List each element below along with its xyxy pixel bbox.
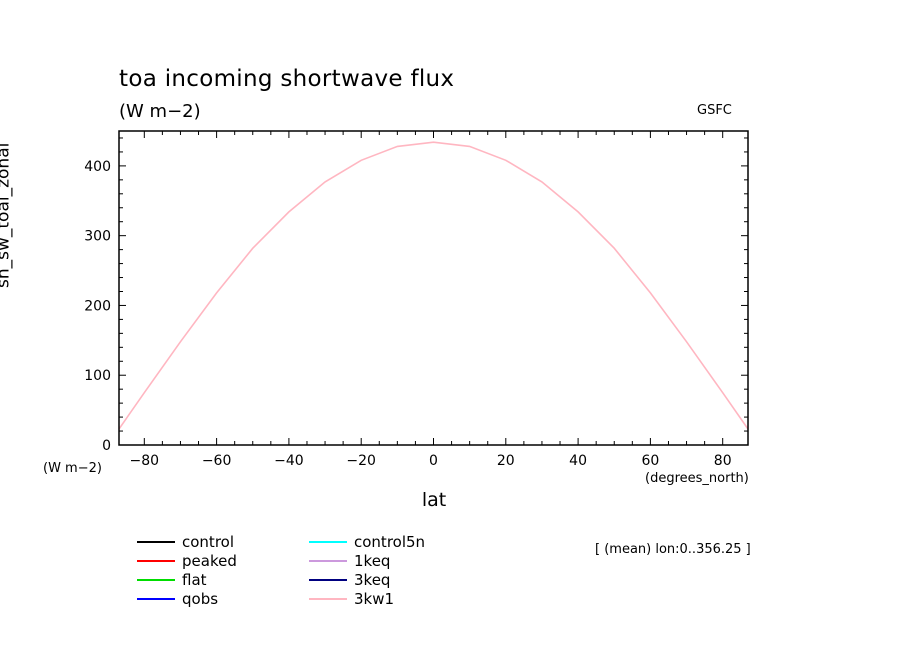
legend-label: 3keq [354, 571, 391, 589]
legend-item-peaked: peaked [137, 552, 237, 570]
x-tick-label: −20 [346, 453, 376, 469]
x-axis-label: lat [421, 489, 447, 511]
mean-annotation: [ (mean) lon:0..356.25 ] [595, 542, 751, 557]
legend-label: peaked [182, 552, 237, 570]
legend-swatch [137, 579, 175, 581]
legend-swatch [309, 598, 347, 600]
legend-item-control: control [137, 533, 234, 551]
legend-label: control [182, 533, 234, 551]
legend-swatch [309, 541, 347, 543]
legend-swatch [137, 541, 175, 543]
legend-swatch [137, 598, 175, 600]
legend-swatch [309, 579, 347, 581]
plot-frame [118, 130, 749, 446]
y-axis-units: (W m−2) [43, 461, 102, 476]
x-tick-label: 80 [714, 453, 732, 469]
y-tick-label: 0 [102, 438, 111, 454]
legend-item-3kw1: 3kw1 [309, 590, 394, 608]
legend-label: flat [182, 571, 207, 589]
chart-source: GSFC [697, 103, 732, 118]
y-tick-label: 400 [84, 159, 111, 175]
legend-label: qobs [182, 590, 219, 608]
legend-item-1keq: 1keq [309, 552, 390, 570]
x-tick-label: 20 [497, 453, 515, 469]
x-tick-label: −80 [130, 453, 160, 469]
x-axis-units: (degrees_north) [645, 471, 749, 486]
chart-units: (W m−2) [119, 101, 201, 122]
x-tick-label: −60 [202, 453, 232, 469]
legend-label: 1keq [354, 552, 391, 570]
y-tick-label: 300 [84, 229, 111, 245]
x-tick-label: 60 [641, 453, 659, 469]
legend-item-qobs: qobs [137, 590, 218, 608]
legend-swatch [137, 560, 175, 562]
legend-label: control5n [354, 533, 426, 551]
legend-swatch [309, 560, 347, 562]
legend-item-control5n: control5n [309, 533, 425, 551]
y-tick-label: 100 [84, 368, 111, 384]
series-line-3kw1 [118, 141, 749, 430]
chart-title: toa incoming shortwave flux [119, 66, 455, 92]
x-tick-label: 40 [569, 453, 587, 469]
x-tick-label: −40 [274, 453, 304, 469]
legend-item-flat: flat [137, 571, 207, 589]
x-tick-label: 0 [429, 453, 438, 469]
legend-label: 3kw1 [354, 590, 395, 608]
legend-item-3keq: 3keq [309, 571, 390, 589]
y-tick-label: 200 [84, 298, 111, 314]
